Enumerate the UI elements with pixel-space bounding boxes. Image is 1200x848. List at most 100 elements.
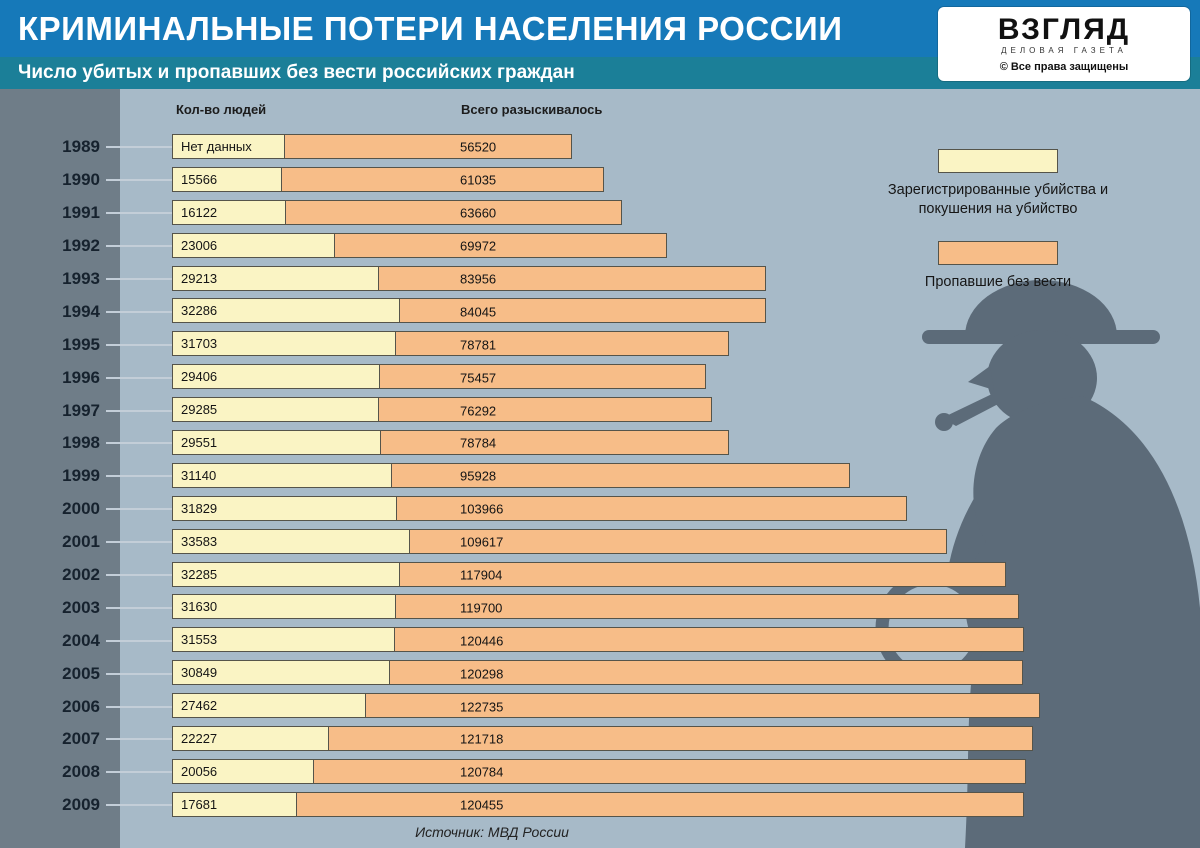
- bar-group: 23006 69972: [172, 230, 1200, 263]
- murders-bar: 29285: [172, 397, 379, 423]
- year-label: 2002: [62, 565, 100, 585]
- legend-label-missing: Пропавшие без вести: [924, 273, 1072, 290]
- murders-bar: 31140: [172, 462, 392, 488]
- year-label: 1998: [62, 433, 100, 453]
- missing-value: 120784: [460, 764, 504, 780]
- copyright-note: © Все права защищены: [999, 61, 1129, 73]
- missing-value: 117904: [460, 567, 503, 583]
- axis-tick: [106, 475, 174, 478]
- bar-group: 30849 120298: [172, 657, 1200, 690]
- bar-group: 29406 75457: [172, 361, 1200, 394]
- murders-bar: 32285: [172, 561, 400, 587]
- legend-label-murders: Зарегистрированные убийства и покушения …: [887, 182, 1109, 217]
- bar-group: 29213 83956: [172, 263, 1200, 296]
- murders-value: 31829: [181, 500, 218, 516]
- year-label: 1994: [62, 301, 100, 321]
- murders-value: 32286: [181, 303, 218, 319]
- year-label: 1997: [62, 400, 100, 420]
- murders-value: 23006: [181, 237, 218, 253]
- axis-tick: [106, 212, 174, 215]
- column-header-missing: Всего разыскивалось: [461, 102, 603, 117]
- chart-row: 2005 30849 120298: [0, 657, 1200, 690]
- murders-bar: 31553: [172, 627, 395, 653]
- murders-bar: 27462: [172, 693, 366, 719]
- murders-value: 20056: [181, 763, 218, 779]
- murders-value: 30849: [181, 665, 218, 681]
- murders-value: 29285: [181, 402, 218, 418]
- missing-value: 75457: [460, 370, 497, 386]
- murders-value: 33583: [181, 533, 218, 549]
- bar-group: 16122 63660: [172, 197, 1200, 230]
- murders-bar: 32286: [172, 298, 400, 324]
- missing-bar: [172, 758, 1026, 784]
- murders-bar: 17681: [172, 791, 297, 817]
- bar-group: 31829 103966: [172, 493, 1200, 526]
- year-label: 1990: [62, 170, 100, 190]
- missing-value: 56520: [460, 139, 497, 155]
- missing-value: 120446: [460, 633, 504, 649]
- missing-value: 103966: [460, 501, 504, 517]
- year-label: 2003: [62, 597, 100, 617]
- legend: Зарегистрированные убийства и покушения …: [855, 149, 1141, 292]
- murders-value: 31140: [181, 467, 217, 483]
- chart-row: 1991 16122 63660: [0, 197, 1200, 230]
- year-label: 1995: [62, 334, 100, 354]
- murders-value: 22227: [181, 731, 218, 747]
- missing-value: 119700: [460, 600, 503, 616]
- year-label: 2008: [62, 762, 100, 782]
- chart-row: 2004 31553 120446: [0, 624, 1200, 657]
- chart-row: 1996 29406 75457: [0, 361, 1200, 394]
- missing-value: 61035: [460, 172, 497, 188]
- chart-row: 2000 31829 103966: [0, 493, 1200, 526]
- murders-value: 27462: [181, 698, 218, 714]
- murders-value: 31703: [181, 336, 218, 352]
- year-label: 1991: [62, 203, 100, 223]
- chart-row: 2003 31630 119700: [0, 591, 1200, 624]
- missing-value: 78781: [460, 337, 497, 353]
- axis-tick: [106, 705, 174, 708]
- chart-row: 2001 33583 109617: [0, 526, 1200, 559]
- bar-group: 27462 122735: [172, 690, 1200, 723]
- missing-value: 120455: [460, 797, 504, 813]
- murders-value: 29551: [181, 435, 218, 451]
- chart-row: 1997 29285 76292: [0, 394, 1200, 427]
- murders-bar: 29406: [172, 364, 380, 390]
- year-label: 2004: [62, 630, 100, 650]
- year-label: 1992: [62, 236, 100, 256]
- missing-value: 63660: [460, 205, 497, 221]
- chart-row: 1995 31703 78781: [0, 328, 1200, 361]
- bar-group: 17681 120455: [172, 789, 1200, 822]
- year-label: 2009: [62, 795, 100, 815]
- chart-row: 1998 29551 78784: [0, 427, 1200, 460]
- chart-row: 1994 32286 84045: [0, 295, 1200, 328]
- murders-value: 31630: [181, 599, 218, 615]
- missing-bar: [172, 791, 1024, 817]
- missing-value: 84045: [460, 304, 497, 320]
- axis-tick: [106, 310, 174, 313]
- bar-group: 31703 78781: [172, 328, 1200, 361]
- murders-bar: 16122: [172, 199, 286, 225]
- murders-value: Нет данных: [181, 139, 252, 154]
- bar-group: 22227 121718: [172, 723, 1200, 756]
- column-header-murders: Кол-во людей: [176, 102, 267, 117]
- murders-bar: 20056: [172, 758, 314, 784]
- chart-area: Кол-во людей Всего разыскивалось 1989 Нет…: [0, 89, 1200, 848]
- bar-group: 20056 120784: [172, 756, 1200, 789]
- axis-tick: [106, 245, 174, 248]
- legend-swatch-missing: [938, 240, 1058, 265]
- axis-tick: [106, 278, 174, 280]
- missing-value: 78784: [460, 435, 497, 451]
- axis-tick: [106, 606, 174, 609]
- year-label: 2007: [62, 729, 100, 749]
- axis-tick: [106, 409, 174, 412]
- murders-bar: 30849: [172, 660, 390, 686]
- chart-row: 1999 31140 95928: [0, 460, 1200, 493]
- murders-value: 15566: [181, 171, 218, 187]
- year-label: 1999: [62, 466, 100, 486]
- logo-wordmark: ВЗГЛЯД: [997, 13, 1131, 46]
- missing-value: 95928: [460, 468, 497, 484]
- murders-value: 17681: [181, 796, 218, 812]
- chart-row: 1993 29213 83956: [0, 263, 1200, 296]
- axis-tick: [106, 672, 174, 675]
- murders-bar: 22227: [172, 726, 329, 752]
